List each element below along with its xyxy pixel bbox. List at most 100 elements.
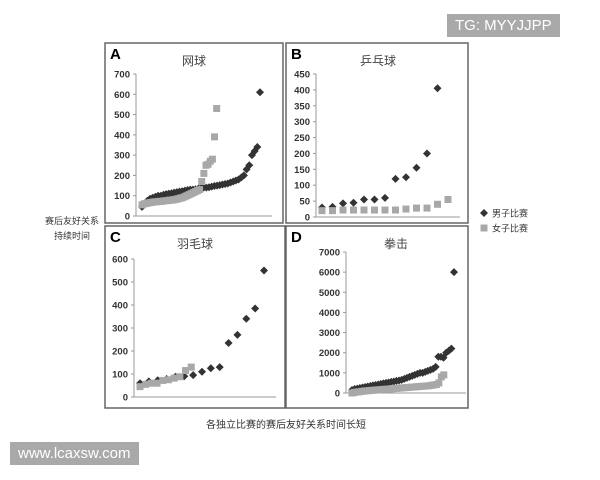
point-male bbox=[198, 367, 206, 376]
point-male bbox=[239, 171, 248, 180]
y-tick-label: 700 bbox=[114, 70, 130, 81]
point-male bbox=[391, 174, 400, 183]
y-tick-label: 200 bbox=[294, 149, 310, 160]
panel-D: D 拳击 0 1000 2000 3000 4000 5000 6000 7000 bbox=[285, 225, 469, 409]
y-axis-label: 持续时间 bbox=[54, 230, 90, 242]
y-tick-label: 4000 bbox=[319, 308, 340, 319]
panel-border bbox=[285, 42, 469, 224]
y-tick-label: 250 bbox=[294, 133, 310, 144]
point-female bbox=[423, 204, 431, 212]
panel-letter: B bbox=[291, 46, 302, 63]
y-tick-label: 600 bbox=[112, 255, 128, 266]
point-male bbox=[349, 198, 358, 207]
point-female bbox=[170, 374, 178, 382]
y-tick-label: 0 bbox=[335, 389, 340, 400]
y-tick-label: 50 bbox=[299, 197, 310, 208]
point-female bbox=[402, 205, 410, 213]
panel-border bbox=[104, 42, 284, 224]
point-male bbox=[423, 149, 431, 158]
point-male bbox=[447, 344, 456, 353]
panel-border bbox=[285, 225, 469, 409]
point-female bbox=[198, 178, 206, 186]
point-male bbox=[260, 266, 268, 275]
y-tick-label: 400 bbox=[294, 85, 310, 96]
y-tick-label: 350 bbox=[294, 101, 310, 112]
point-female bbox=[182, 367, 190, 375]
point-male bbox=[431, 362, 440, 371]
panel-C: C 羽毛球 0 100 200 300 400 500 600 bbox=[104, 225, 286, 409]
y-tick-label: 150 bbox=[294, 165, 310, 176]
y-tick-label: 300 bbox=[294, 117, 310, 128]
legend-label: 女子比赛 bbox=[492, 223, 528, 235]
y-tick-label: 450 bbox=[294, 70, 310, 81]
point-female bbox=[164, 376, 172, 384]
point-male bbox=[189, 371, 198, 380]
point-female bbox=[440, 371, 448, 379]
y-tick-label: 400 bbox=[114, 130, 130, 141]
point-male bbox=[360, 195, 368, 204]
legend-marker-male bbox=[480, 209, 488, 217]
point-female bbox=[381, 206, 389, 214]
y-tick-label: 0 bbox=[305, 213, 310, 224]
y-tick-label: 0 bbox=[123, 393, 128, 404]
y-tick-label: 600 bbox=[114, 90, 130, 101]
panel-title: 拳击 bbox=[384, 236, 408, 251]
point-female bbox=[208, 155, 216, 163]
point-male bbox=[206, 364, 215, 373]
y-tick-label: 100 bbox=[294, 181, 310, 192]
panel-title: 乒乓球 bbox=[360, 54, 396, 68]
y-tick-label: 200 bbox=[112, 347, 128, 358]
point-male bbox=[402, 173, 410, 182]
y-tick-label: 200 bbox=[114, 171, 130, 182]
y-tick-label: 500 bbox=[112, 278, 128, 289]
point-female bbox=[153, 379, 161, 387]
y-tick-label: 1000 bbox=[319, 368, 340, 379]
y-tick-label: 5000 bbox=[319, 288, 340, 299]
point-female bbox=[434, 200, 441, 208]
y-tick-label: 500 bbox=[114, 110, 130, 121]
point-female bbox=[371, 206, 378, 214]
y-axis-label: 赛后友好关系 bbox=[45, 215, 99, 227]
panel-letter: C bbox=[110, 229, 121, 246]
y-tick-label: 2000 bbox=[319, 348, 340, 359]
panel-letter: A bbox=[110, 46, 121, 63]
y-tick-label: 100 bbox=[114, 191, 130, 202]
legend-marker-female bbox=[480, 224, 488, 232]
panel-title: 网球 bbox=[182, 54, 206, 68]
panel-title: 羽毛球 bbox=[177, 237, 213, 251]
point-female bbox=[444, 196, 452, 204]
point-female bbox=[318, 207, 326, 215]
y-tick-label: 6000 bbox=[319, 268, 340, 279]
point-female bbox=[360, 206, 368, 214]
point-male bbox=[381, 193, 389, 202]
point-male bbox=[224, 338, 233, 347]
point-male bbox=[412, 163, 421, 172]
watermark-top: TG: MYYJJPP bbox=[447, 14, 560, 37]
panel-A: A 网球 0 100 200 300 400 500 600 700 bbox=[104, 42, 284, 224]
point-female bbox=[176, 373, 184, 381]
point-female bbox=[159, 376, 167, 384]
panel-B: B 乒乓球 0 50 100 150 200 250 300 350 400 450 bbox=[285, 42, 469, 224]
y-tick-label: 3000 bbox=[319, 328, 340, 339]
panel-border bbox=[104, 225, 286, 409]
point-female bbox=[329, 207, 336, 215]
point-female bbox=[339, 206, 347, 214]
point-male bbox=[370, 195, 379, 204]
point-female bbox=[350, 206, 357, 214]
point-male bbox=[245, 161, 254, 170]
legend-label: 男子比赛 bbox=[492, 208, 528, 220]
point-female bbox=[392, 206, 399, 214]
y-tick-label: 400 bbox=[112, 301, 128, 312]
point-female bbox=[213, 104, 221, 112]
point-female bbox=[413, 204, 420, 212]
point-female bbox=[187, 363, 195, 371]
point-male bbox=[215, 363, 224, 372]
point-female bbox=[147, 379, 155, 387]
y-tick-label: 0 bbox=[125, 212, 130, 223]
watermark-bottom: www.lcaxsw.com bbox=[10, 442, 139, 465]
y-tick-label: 7000 bbox=[319, 248, 340, 259]
point-male bbox=[233, 330, 242, 339]
point-female bbox=[196, 186, 204, 194]
point-female bbox=[136, 383, 144, 391]
